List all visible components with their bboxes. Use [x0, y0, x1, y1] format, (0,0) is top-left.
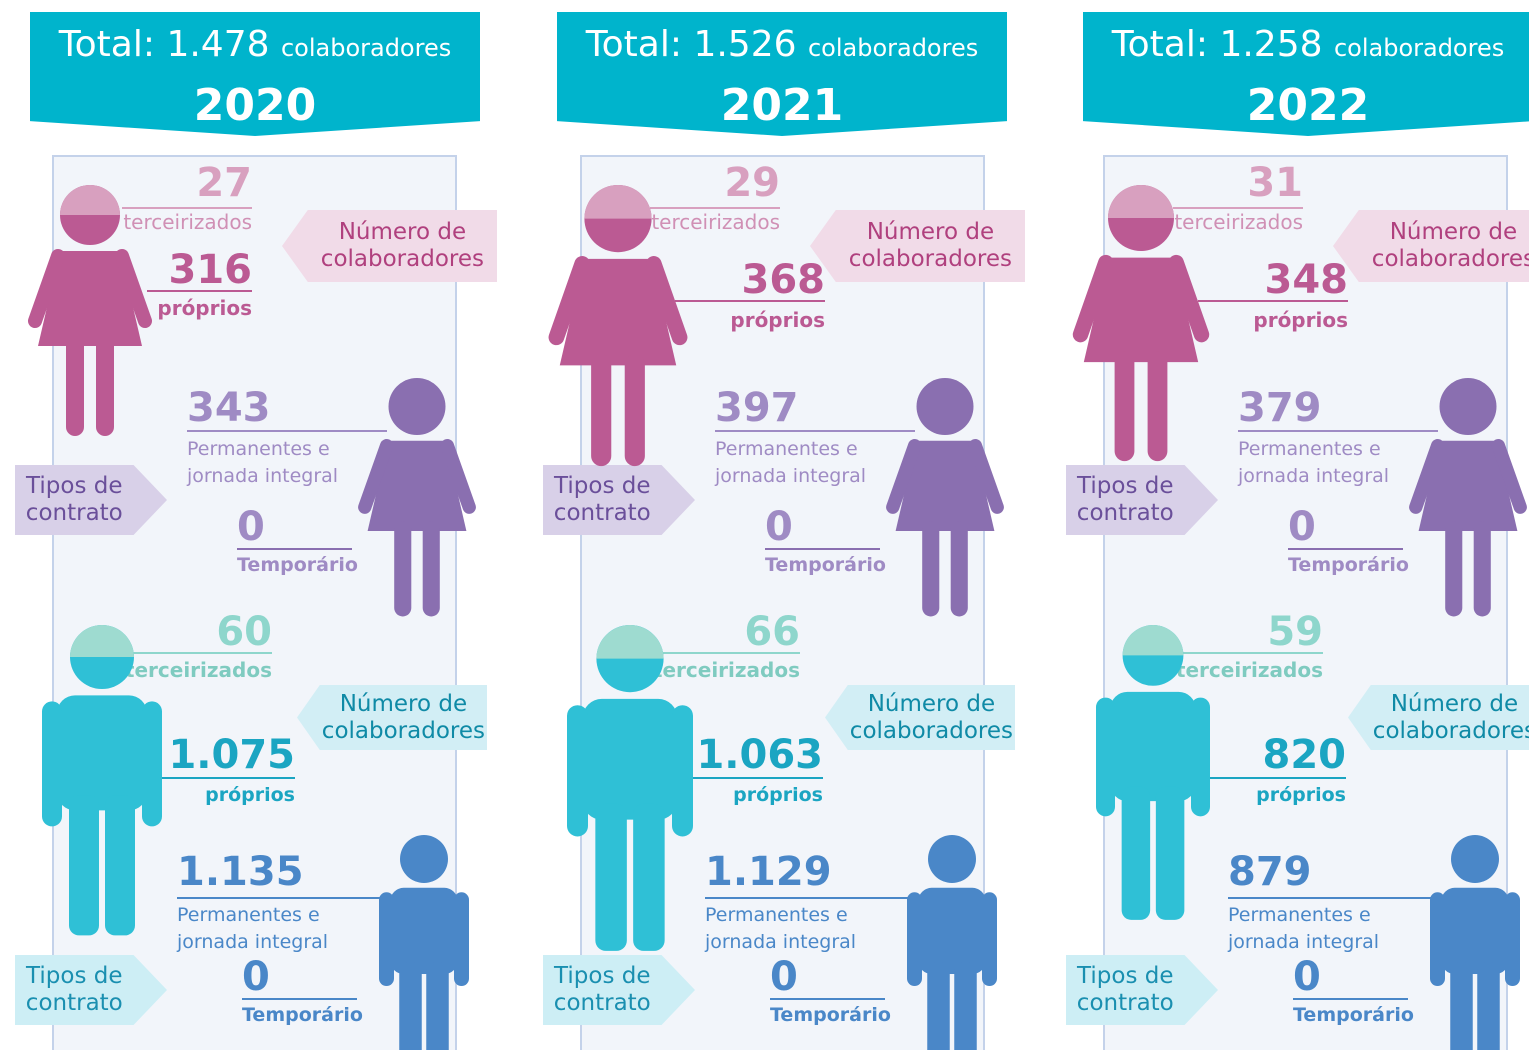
figure-part [633, 804, 665, 951]
figure-part [1156, 787, 1185, 920]
figure-part [927, 963, 950, 1050]
infographic: Total: 1.478 colaboradores202027terceiri… [0, 0, 1529, 1050]
figure-part [951, 521, 968, 616]
figure-part [57, 695, 147, 810]
figure-part [400, 835, 448, 883]
figure-part [60, 185, 120, 215]
figure-part [982, 892, 997, 986]
figure-part [1441, 888, 1509, 974]
figure-part [1123, 625, 1184, 655]
figure-part [1115, 351, 1135, 461]
figure-part [66, 336, 84, 436]
figure-part [423, 521, 440, 616]
figure-part [1451, 835, 1499, 883]
figure-part [596, 625, 663, 659]
figure-part [379, 892, 394, 986]
figure-part [625, 354, 645, 466]
figure-part [1477, 963, 1500, 1050]
figure-part [1110, 692, 1196, 801]
figure-part [922, 521, 939, 616]
figure-part [1474, 521, 1491, 616]
figure-part [672, 705, 693, 836]
figure-part [394, 521, 411, 616]
figure-part [142, 701, 162, 826]
figure-part [399, 963, 422, 1050]
figure-part [69, 795, 99, 935]
figure-part [42, 701, 62, 826]
figures [0, 0, 1529, 1050]
figure-part [426, 963, 449, 1050]
figure-part [1445, 521, 1462, 616]
figure-part [1191, 698, 1210, 817]
figure-part [105, 795, 135, 935]
figure-part [1505, 892, 1520, 986]
figure-part [389, 378, 446, 435]
figure-part [907, 892, 922, 986]
figure-part [928, 835, 976, 883]
figure-part [1148, 351, 1168, 461]
figure-part [70, 625, 134, 657]
figure-part [1450, 963, 1473, 1050]
figure-part [1122, 787, 1151, 920]
figure-part [1440, 378, 1497, 435]
figure-part [917, 378, 974, 435]
figure-part [591, 354, 611, 466]
figure-part [584, 185, 651, 219]
figure-part [918, 888, 986, 974]
figure-part [583, 699, 678, 820]
figure-part [1430, 892, 1445, 986]
figure-part [1096, 698, 1115, 817]
figure-part [96, 336, 114, 436]
figure-part [954, 963, 977, 1050]
figure-part [390, 888, 458, 974]
figure-part [567, 705, 588, 836]
figure-part [454, 892, 469, 986]
figure-part [1108, 185, 1174, 218]
figure-part [595, 804, 627, 951]
